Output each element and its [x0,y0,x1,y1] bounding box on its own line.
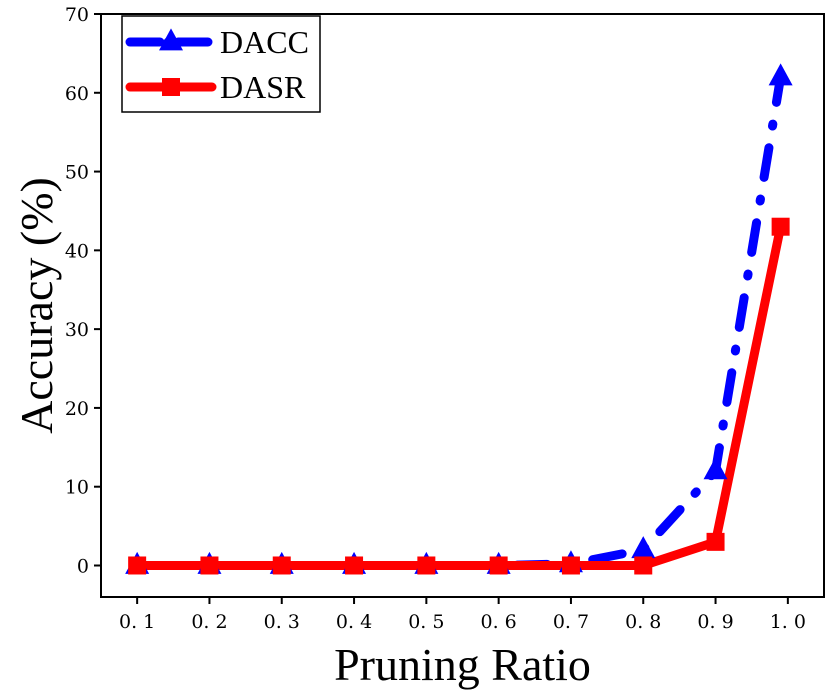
series-line-dacc [132,72,786,570]
y-tick-label: 60 [65,83,89,105]
data-point-dasr [128,556,147,575]
data-point-dasr [417,556,436,575]
legend-box [121,15,321,113]
data-point-dacc [631,536,656,559]
legend-marker-dasr [162,78,180,96]
legend-label-dasr: DASR [220,69,306,105]
x-tick-label: 0. 8 [625,611,661,633]
data-point-dasr [272,556,291,575]
y-axis-title: Accuracy (%) [11,177,62,434]
data-point-dacc [768,63,793,86]
y-tick-label: 40 [65,240,89,262]
y-tick-label: 50 [65,162,89,184]
x-tick-label: 0. 7 [553,611,589,633]
data-point-dasr [345,556,364,575]
y-tick-label: 70 [65,4,89,26]
series-line-dasr [132,222,786,570]
x-tick-label: 0. 5 [408,611,444,633]
data-point-dasr [706,532,725,551]
plot-frame [100,13,825,598]
x-tick-label: 0. 3 [264,611,300,633]
data-point-dasr [771,217,790,236]
legend-marker-dacc [159,28,183,51]
x-tick-label: 1. 0 [770,611,806,633]
x-tick-label: 0. 9 [697,611,733,633]
y-tick-label: 10 [65,477,89,499]
data-point-dasr [200,556,219,575]
axes: 0 10 20 30 40 50 60 70 0. 1 0. 2 0. 3 0. 4 0. 5 0. 6 0… [65,4,825,633]
x-tick-label: 0. 2 [191,611,227,633]
data-point-dacc [703,457,728,480]
data-point-dasr [489,556,508,575]
data-point-dasr [561,556,580,575]
x-tick-label: 0. 1 [119,611,155,633]
data-point-dasr [634,556,653,575]
y-tick-label: 20 [65,398,89,420]
legend: DACC DASR [121,15,321,113]
x-axis-title: Pruning Ratio [334,639,591,690]
plot-area [125,63,793,575]
y-tick-label: 30 [65,319,89,341]
x-tick-label: 0. 4 [336,611,372,633]
legend-label-dacc: DACC [220,24,309,60]
x-tick-label: 0. 6 [481,611,517,633]
y-tick-label: 0 [77,555,89,577]
